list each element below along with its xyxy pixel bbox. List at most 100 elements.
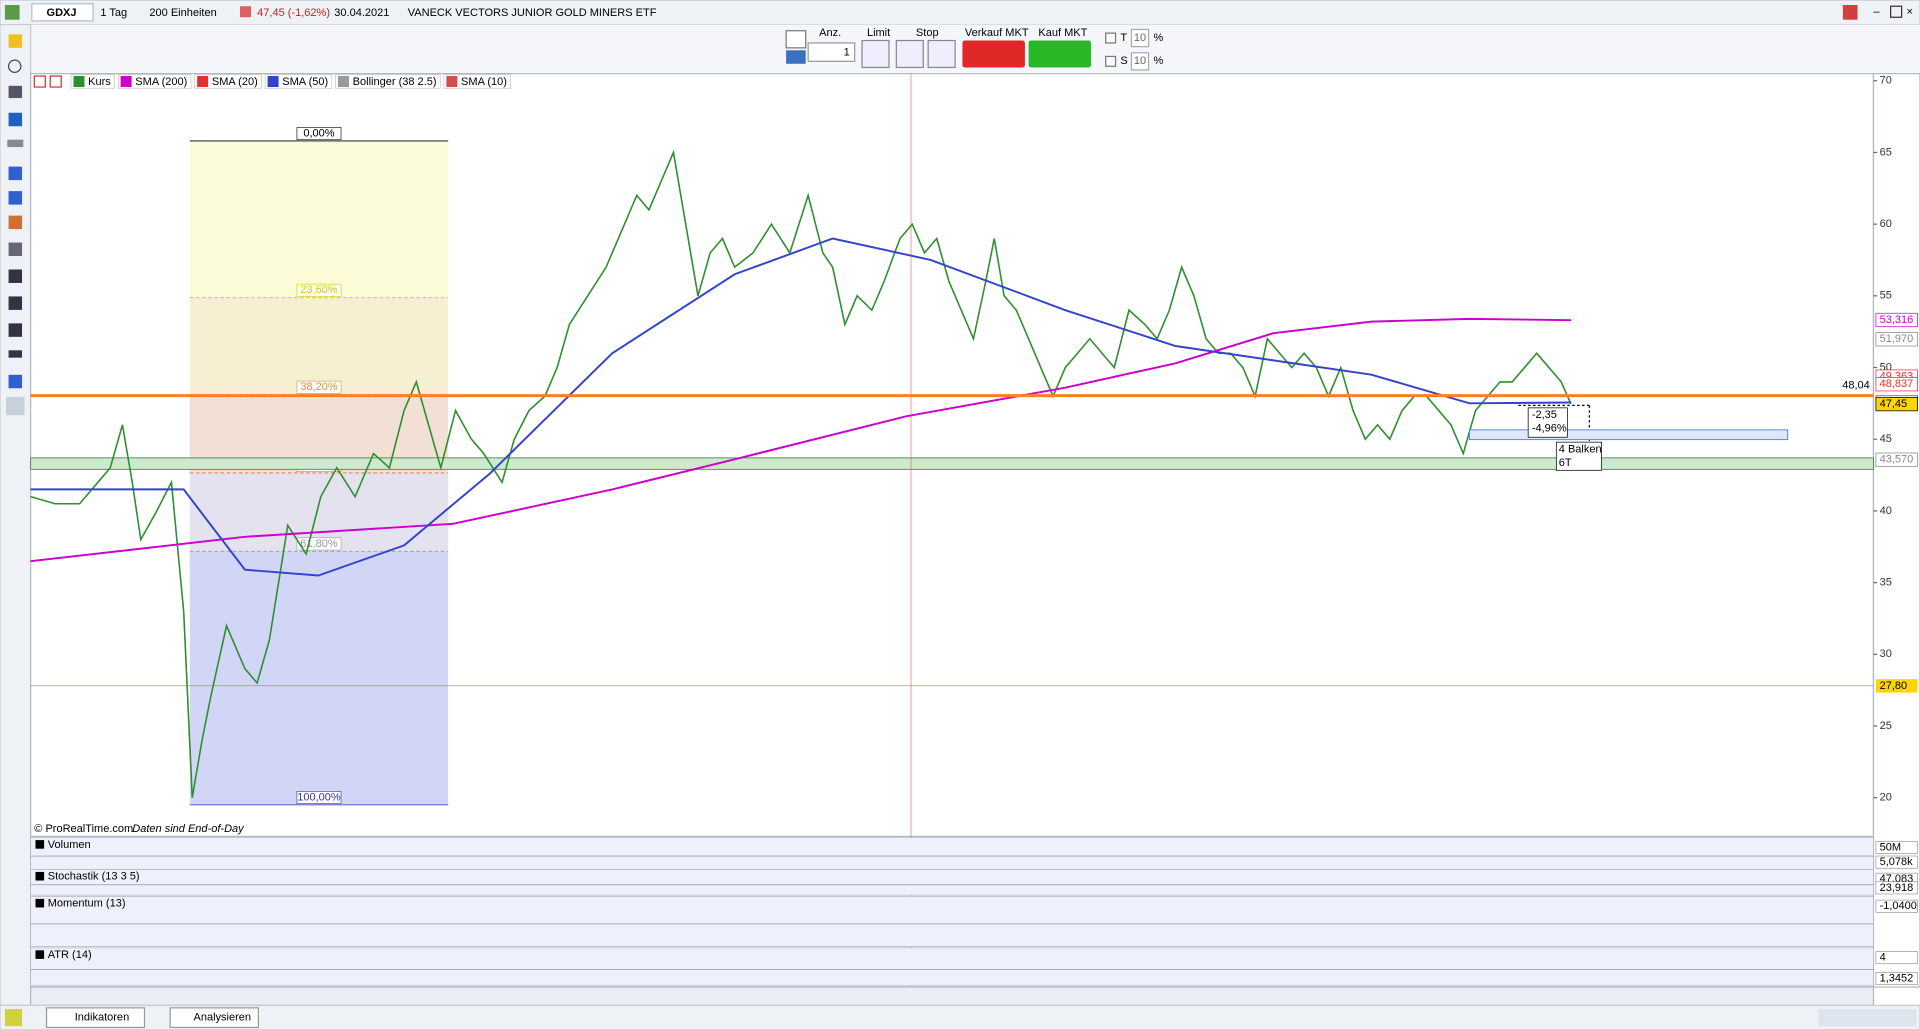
tool-fib[interactable]: [8, 166, 23, 181]
legend-label: SMA (200): [135, 76, 187, 88]
legend-button: [49, 75, 62, 88]
tool-cycle[interactable]: [8, 215, 23, 230]
last-price: 47,45 (-1,62%): [257, 7, 330, 19]
price-label: 53,316: [1880, 314, 1914, 326]
tool-icons: [6, 34, 25, 416]
y-tick-label: 30: [1880, 648, 1892, 660]
stop-label: Stop: [916, 27, 939, 39]
qty-value[interactable]: 1: [844, 47, 850, 59]
y-tick-label: 20: [1880, 792, 1892, 804]
panel-value: 4: [1880, 952, 1886, 964]
tool-channel[interactable]: [8, 191, 23, 205]
legend-swatch: [197, 76, 209, 88]
t-value[interactable]: 10: [1134, 32, 1146, 44]
indicator-panel: [30, 837, 1874, 870]
bottom-icon[interactable]: [4, 1009, 23, 1027]
legend-label: Kurs: [88, 76, 111, 88]
keyboard-button[interactable]: [786, 50, 806, 64]
fib-label: 23,60%: [300, 284, 338, 296]
tool-select[interactable]: [6, 396, 25, 416]
price-icon: [240, 6, 252, 18]
y-tick-label: 70: [1880, 75, 1892, 87]
app-icon[interactable]: [4, 5, 20, 20]
legend-frame: [70, 74, 115, 89]
buy-label: Kauf MKT: [1038, 27, 1087, 39]
legend-swatch: [120, 76, 132, 88]
support-zone: [30, 457, 1874, 470]
indicators-button[interactable]: [45, 1007, 146, 1029]
fib-label-box: [296, 283, 342, 297]
analyze-button[interactable]: [169, 1007, 259, 1029]
qty-label: Anz.: [819, 27, 841, 39]
maximize-button[interactable]: [1890, 5, 1903, 18]
measure-percent: -4,96%: [1532, 423, 1567, 435]
indicators-label[interactable]: Indikatoren: [75, 1012, 130, 1024]
price-label: 51,970: [1880, 333, 1914, 345]
s-percent: %: [1153, 55, 1163, 67]
s-value[interactable]: 10: [1134, 55, 1146, 67]
bottom-bar: [0, 1004, 1920, 1030]
crosshair-price-label: 27,80: [1880, 680, 1908, 692]
s-input[interactable]: [1130, 52, 1150, 71]
tool-zoom[interactable]: [7, 59, 22, 73]
limit-button[interactable]: [861, 39, 890, 69]
y-tick-label: 65: [1880, 146, 1892, 158]
tool-text[interactable]: [8, 112, 23, 127]
qty-input[interactable]: [807, 42, 856, 62]
bars-box: [1555, 441, 1602, 471]
panel-name: Momentum (13): [48, 898, 126, 910]
last-date: 30.04.2021: [334, 7, 389, 19]
buy-button[interactable]: [1028, 40, 1092, 68]
legend: Kurs SMA (200) SMA (20) SMA (50) Bollinger (…: [33, 74, 511, 89]
tool-ray[interactable]: [8, 323, 23, 337]
panel-icon: [35, 871, 45, 881]
window-icon[interactable]: [1842, 5, 1858, 20]
period[interactable]: 1 Tag: [100, 7, 127, 19]
y-tick-label: 45: [1880, 433, 1892, 445]
tool-cursor[interactable]: [8, 85, 23, 99]
zoom-controls[interactable]: [1818, 1009, 1917, 1027]
symbol-box[interactable]: [31, 3, 94, 22]
price-label: 47,45: [1880, 398, 1908, 410]
legend-frame: [335, 74, 441, 89]
settings-button[interactable]: [785, 30, 807, 49]
indicator-panel: [30, 869, 1874, 896]
t-checkbox[interactable]: [1105, 32, 1117, 44]
series-line: [30, 317, 1572, 563]
sell-button[interactable]: [962, 40, 1025, 68]
tool-ruler[interactable]: [7, 139, 24, 148]
stop-button[interactable]: [895, 39, 924, 69]
fib-label: 61,80%: [300, 538, 338, 550]
symbol[interactable]: GDXJ: [47, 7, 77, 19]
close-button[interactable]: ×: [1907, 6, 1913, 18]
panel-value: 50M: [1880, 841, 1901, 853]
panel-value: -1,0400: [1880, 900, 1917, 912]
y-tick-label: 35: [1880, 577, 1892, 589]
tool-alert[interactable]: [8, 34, 23, 48]
s-checkbox[interactable]: [1105, 55, 1117, 67]
price-axis: [1872, 72, 1920, 988]
panel-icon: [35, 840, 45, 849]
fib-label: 38,20%: [300, 381, 338, 393]
price-label-box: [1875, 396, 1918, 412]
t-percent: %: [1153, 32, 1163, 44]
tool-delete[interactable]: [8, 242, 23, 257]
legend-frame: [194, 74, 262, 89]
panel-value-box: [1875, 972, 1918, 985]
t-input[interactable]: [1130, 28, 1150, 48]
minimize-button[interactable]: –: [1873, 6, 1880, 18]
legend-swatch: [73, 76, 85, 88]
stop-button-2[interactable]: [927, 39, 956, 69]
price-label-box: [1875, 452, 1918, 467]
tool-hline[interactable]: [8, 350, 23, 358]
tool-line[interactable]: [8, 269, 23, 283]
analyze-label[interactable]: Analysieren: [193, 1012, 251, 1024]
price-label: 48,837: [1880, 378, 1914, 390]
measure-bars: 4 Balken: [1559, 443, 1602, 455]
tool-segment[interactable]: [8, 296, 23, 310]
legend-label: SMA (10): [461, 76, 507, 88]
panel-name: Stochastik (13 3 5): [48, 871, 140, 883]
tool-zone[interactable]: [8, 374, 23, 389]
units[interactable]: 200 Einheiten: [149, 7, 216, 19]
